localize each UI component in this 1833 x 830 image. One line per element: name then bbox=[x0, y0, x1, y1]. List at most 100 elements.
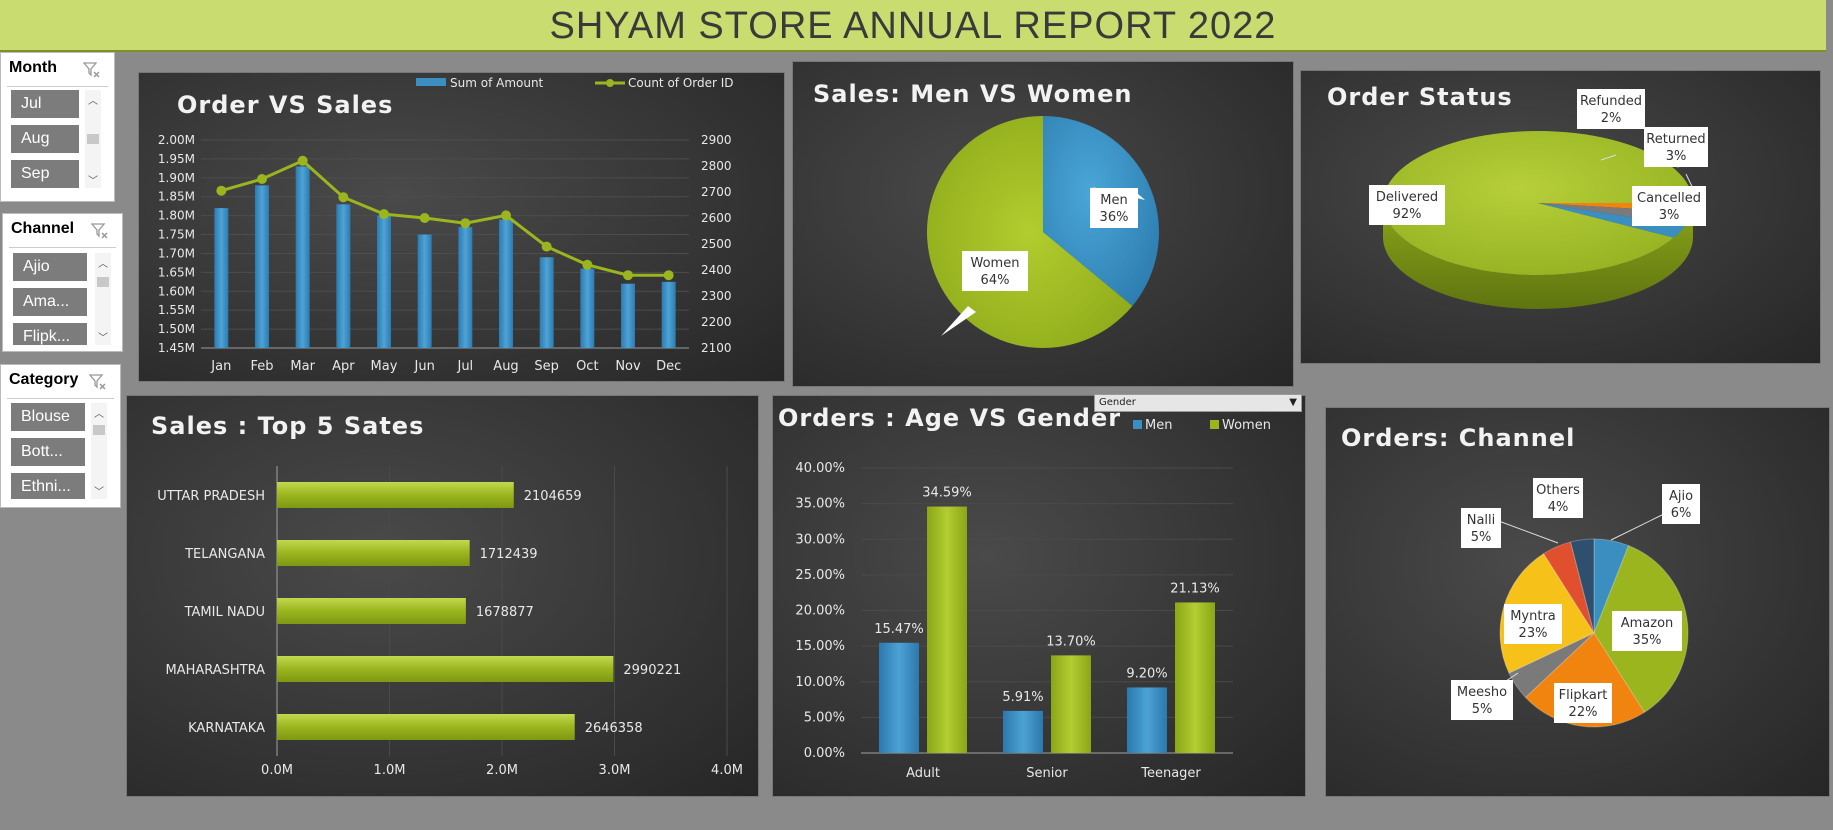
category-slicer-scrollbar[interactable]: ︿ ﹀ bbox=[91, 403, 107, 499]
line-point bbox=[379, 209, 389, 220]
line-point bbox=[623, 270, 633, 281]
channel-item-ajio[interactable]: Ajio bbox=[13, 253, 87, 281]
report-title-bar: SHYAM STORE ANNUAL REPORT 2022 bbox=[0, 0, 1826, 52]
bar-sum-of-amount bbox=[539, 257, 554, 348]
order-status-panel: Order Status Refunded 2% Returned 3% Cancell… bbox=[1300, 70, 1821, 364]
y-tick-right: 2500 bbox=[701, 237, 732, 251]
channel-item-flipkart[interactable]: Flipk... bbox=[13, 323, 87, 345]
month-slicer-scrollbar[interactable]: ︿ ﹀ bbox=[85, 90, 101, 188]
order-vs-sales-panel: Order VS Sales 2.00M 1.95M 1.90M 1.85M 1.80M… bbox=[138, 72, 785, 382]
x-tick-label: Mar bbox=[290, 359, 315, 374]
scroll-down-icon[interactable]: ﹀ bbox=[98, 333, 108, 344]
age-gender-panel: Orders : Age VS Gender 40.00% 35.00% 30.00… bbox=[772, 395, 1306, 797]
x-tick-label: May bbox=[371, 359, 398, 374]
category-item-bottom[interactable]: Bott... bbox=[11, 438, 85, 466]
pie-label-myntra: 23% bbox=[1519, 626, 1548, 641]
month-slicer[interactable]: Month Jul Aug Sep ︿ ﹀ bbox=[0, 52, 115, 202]
data-label: 2990221 bbox=[623, 663, 681, 678]
leader-line bbox=[1495, 519, 1559, 544]
month-item-aug[interactable]: Aug bbox=[11, 125, 79, 153]
channel-slicer-title: Channel bbox=[11, 220, 75, 237]
pie-label-cancelled: Cancelled bbox=[1637, 191, 1701, 206]
callout-box bbox=[1461, 508, 1501, 548]
line-point bbox=[582, 259, 593, 270]
x-tick-label: Nov bbox=[615, 359, 641, 374]
bar-state bbox=[277, 714, 575, 740]
channel-item-amazon[interactable]: Ama... bbox=[13, 288, 87, 316]
pie-label-returned: Returned bbox=[1646, 132, 1705, 147]
pie-label-flipkart: Flipkart bbox=[1559, 688, 1608, 703]
category-slicer[interactable]: Category Blouse Bott... Ethni... ︿ ﹀ bbox=[0, 364, 121, 508]
pie-slice-others bbox=[1570, 538, 1595, 634]
y-tick-right: 2900 bbox=[701, 133, 732, 147]
scroll-thumb[interactable] bbox=[87, 134, 99, 144]
legend-label: Sum of Amount bbox=[450, 76, 544, 90]
order-vs-sales-chart: 2.00M 1.95M 1.90M 1.85M 1.80M 1.75M 1.70M 1.65M… bbox=[158, 76, 734, 374]
channel-slicer-scrollbar[interactable]: ︿ ﹀ bbox=[95, 253, 111, 345]
clear-filter-icon[interactable] bbox=[83, 61, 101, 79]
callout-box bbox=[1662, 484, 1700, 524]
pie-label-nalli: 5% bbox=[1471, 530, 1492, 545]
channel-slicer[interactable]: Channel Ajio Ama... Flipk... ︿ ﹀ bbox=[2, 213, 123, 352]
pie-label-ajio: 6% bbox=[1671, 506, 1692, 521]
category-item-blouse[interactable]: Blouse bbox=[11, 403, 85, 431]
scroll-thumb[interactable] bbox=[97, 277, 109, 287]
x-tick-label: Aug bbox=[493, 359, 518, 374]
month-item-jul[interactable]: Jul bbox=[11, 90, 79, 118]
month-item-sep[interactable]: Sep bbox=[11, 160, 79, 188]
order-vs-sales-title: Order VS Sales bbox=[177, 91, 394, 119]
x-tick-label: 4.0M bbox=[711, 763, 743, 778]
line-point bbox=[338, 192, 349, 203]
pie-label-returned: 3% bbox=[1666, 149, 1687, 164]
data-label: 9.20% bbox=[1126, 666, 1167, 681]
pie-slice-cancelled bbox=[1538, 203, 1686, 238]
age-gender-title: Orders : Age VS Gender bbox=[778, 404, 1122, 432]
callout-box bbox=[1369, 185, 1445, 225]
slicer-divider bbox=[7, 398, 114, 399]
y-tick-label: TAMIL NADU bbox=[184, 605, 265, 620]
top-states-chart: 0.0M 1.0M 2.0M 3.0M 4.0M UTTAR PRADESH 2104659… bbox=[157, 466, 743, 778]
pie-label-men: 36% bbox=[1100, 210, 1129, 225]
category-item-ethnic[interactable]: Ethni... bbox=[11, 473, 85, 499]
x-tick-label: 3.0M bbox=[599, 763, 631, 778]
callout-box bbox=[1577, 89, 1645, 129]
y-tick-left: 2.00M bbox=[158, 133, 195, 147]
sales-gender-chart: Men 36% Women 64% bbox=[927, 116, 1159, 349]
order-status-chart: Refunded 2% Returned 3% Cancelled 3% Delivered… bbox=[1369, 89, 1708, 309]
line-point bbox=[216, 185, 227, 196]
bar-women bbox=[1175, 602, 1215, 753]
scroll-up-icon[interactable]: ︿ bbox=[88, 96, 98, 107]
legend-label: Women bbox=[1222, 418, 1271, 433]
y-tick-right: 2400 bbox=[701, 263, 732, 277]
bar-state bbox=[277, 656, 614, 682]
y-tick-label: 40.00% bbox=[795, 461, 845, 476]
x-tick-label: Sep bbox=[534, 359, 559, 374]
scroll-thumb[interactable] bbox=[93, 425, 105, 435]
scroll-down-icon[interactable]: ﹀ bbox=[88, 176, 98, 187]
pie-slice-nalli bbox=[1542, 541, 1595, 634]
bar-men bbox=[879, 642, 919, 753]
x-tick-label: Oct bbox=[576, 359, 598, 374]
bar-sum-of-amount bbox=[214, 208, 229, 348]
legend-swatch-amount bbox=[416, 78, 446, 86]
bar-men bbox=[1003, 710, 1043, 753]
chevron-down-icon[interactable]: ▼ bbox=[1289, 397, 1297, 408]
bar-sum-of-amount bbox=[336, 204, 351, 348]
bar-sum-of-amount bbox=[661, 281, 676, 348]
y-tick-label: TELANGANA bbox=[184, 547, 265, 562]
data-label: 2646358 bbox=[585, 721, 643, 736]
clear-filter-icon[interactable] bbox=[89, 373, 107, 391]
pie-label-delivered: 92% bbox=[1393, 207, 1422, 222]
gender-filter-dropdown[interactable]: Gender ▼ bbox=[1094, 394, 1302, 412]
callout-box bbox=[1504, 604, 1562, 644]
scroll-down-icon[interactable]: ﹀ bbox=[94, 487, 104, 498]
data-label: 5.91% bbox=[1002, 690, 1043, 705]
scroll-up-icon[interactable]: ︿ bbox=[98, 259, 108, 270]
clear-filter-icon[interactable] bbox=[91, 222, 109, 240]
order-status-title: Order Status bbox=[1327, 83, 1513, 111]
pie-slice-ajio bbox=[1593, 538, 1630, 634]
scroll-up-icon[interactable]: ︿ bbox=[94, 409, 104, 420]
data-label: 1712439 bbox=[480, 547, 538, 562]
pie-label-myntra: Myntra bbox=[1510, 609, 1556, 624]
x-tick-label: Feb bbox=[250, 359, 273, 374]
